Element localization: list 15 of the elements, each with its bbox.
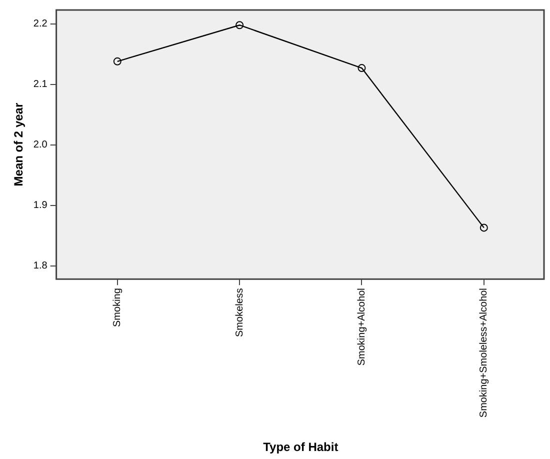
- x-tick-label: Smokeless: [234, 288, 246, 337]
- x-tick-label: Smoking: [112, 288, 124, 327]
- x-tick-label: Smoking+Smoleless+Alcohol: [478, 288, 490, 418]
- point: [358, 64, 366, 72]
- point: [236, 21, 244, 30]
- point: [480, 224, 488, 232]
- y-tick-label: 2.1: [33, 79, 48, 90]
- x-axis-title: Type of Habit: [263, 440, 338, 454]
- y-tick-label: 2.2: [33, 18, 48, 30]
- x-tick-label: Smoking+Alcohol: [356, 288, 368, 366]
- y-tick-label: 1.8: [33, 260, 48, 272]
- y-tick-label: 1.9: [33, 200, 48, 212]
- y-tick-label: 2.0: [33, 140, 48, 151]
- point: [113, 57, 122, 66]
- y-axis-title: Mean of 2 year: [12, 102, 26, 186]
